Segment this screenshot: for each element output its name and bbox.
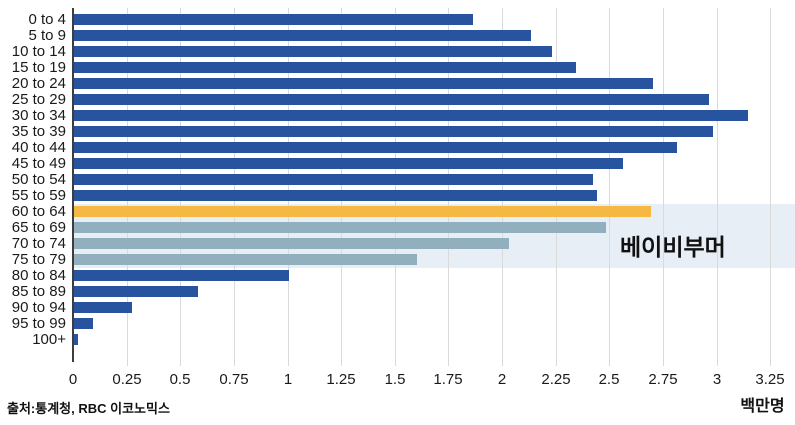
gridline: [556, 8, 557, 366]
x-axis-tick-label: 1.25: [326, 371, 356, 388]
gridline: [502, 8, 503, 366]
y-axis-label: 80 to 84: [11, 266, 66, 284]
y-axis-label: 55 to 59: [11, 186, 66, 204]
gridline: [663, 8, 664, 366]
y-axis-label: 90 to 94: [11, 298, 66, 316]
x-axis-tick-label: 3.25: [755, 371, 785, 388]
bar: [74, 126, 713, 137]
x-axis-tick-label: 2.75: [648, 371, 678, 388]
y-axis-label: 60 to 64: [11, 202, 66, 220]
y-axis-label: 100+: [32, 330, 66, 348]
bar: [74, 190, 597, 201]
x-axis-tick-label: 0.5: [169, 371, 191, 388]
y-axis-label: 40 to 44: [11, 138, 66, 156]
gridline: [448, 8, 449, 366]
y-axis-label: 95 to 99: [11, 314, 66, 332]
bar: [74, 174, 593, 185]
gridline: [395, 8, 396, 366]
x-axis-unit-label: 백만명: [740, 398, 785, 415]
y-axis-label: 10 to 14: [11, 42, 66, 60]
y-axis-label: 35 to 39: [11, 122, 66, 140]
bar: [74, 110, 748, 121]
bar: [74, 334, 78, 345]
bar: [74, 318, 93, 329]
bar: [74, 222, 606, 233]
y-axis-label: 50 to 54: [11, 170, 66, 188]
gridline: [609, 8, 610, 366]
bar: [74, 286, 198, 297]
y-axis-label: 30 to 34: [11, 106, 66, 124]
y-axis-label: 20 to 24: [11, 74, 66, 92]
bar: [74, 238, 509, 249]
bar: [74, 158, 623, 169]
gridline: [234, 8, 235, 366]
bar: [74, 62, 576, 73]
bar: [74, 142, 677, 153]
gridline: [770, 8, 771, 366]
baby-boomer-annotation: 베이비부머: [620, 234, 726, 260]
x-axis-tick-label: 1.5: [384, 371, 406, 388]
bar: [74, 206, 651, 217]
bar: [74, 302, 132, 313]
y-axis-label: 70 to 74: [11, 234, 66, 252]
source-caption: 출처:통계청, RBC 이코노믹스: [7, 401, 170, 416]
y-axis-label: 65 to 69: [11, 218, 66, 236]
gridline: [717, 8, 718, 366]
x-axis-tick-label: 2.25: [541, 371, 571, 388]
gridline: [288, 8, 289, 366]
x-axis-tick-label: 3: [712, 371, 722, 388]
bar: [74, 94, 709, 105]
bar: [74, 254, 417, 265]
gridline: [180, 8, 181, 366]
x-axis-tick-label: 1.75: [433, 371, 463, 388]
y-axis-line: [72, 8, 74, 362]
y-axis-label: 85 to 89: [11, 282, 66, 300]
y-axis-label: 0 to 4: [28, 10, 66, 28]
y-axis-label: 15 to 19: [11, 58, 66, 76]
x-axis-tick-label: 0.75: [219, 371, 249, 388]
y-axis-label: 25 to 29: [11, 90, 66, 108]
x-axis-tick-label: 0: [68, 371, 78, 388]
bar: [74, 14, 473, 25]
x-axis-tick-label: 2: [497, 371, 507, 388]
bar: [74, 30, 531, 41]
gridline: [341, 8, 342, 366]
gridline: [127, 8, 128, 366]
bar: [74, 46, 552, 57]
bar: [74, 78, 653, 89]
y-axis-label: 45 to 49: [11, 154, 66, 172]
x-axis-tick-label: 1: [283, 371, 293, 388]
bar: [74, 270, 289, 281]
x-axis-tick-label: 0.25: [112, 371, 142, 388]
y-axis-label: 75 to 79: [11, 250, 66, 268]
y-axis-label: 5 to 9: [28, 26, 66, 44]
x-axis-tick-label: 2.5: [598, 371, 620, 388]
